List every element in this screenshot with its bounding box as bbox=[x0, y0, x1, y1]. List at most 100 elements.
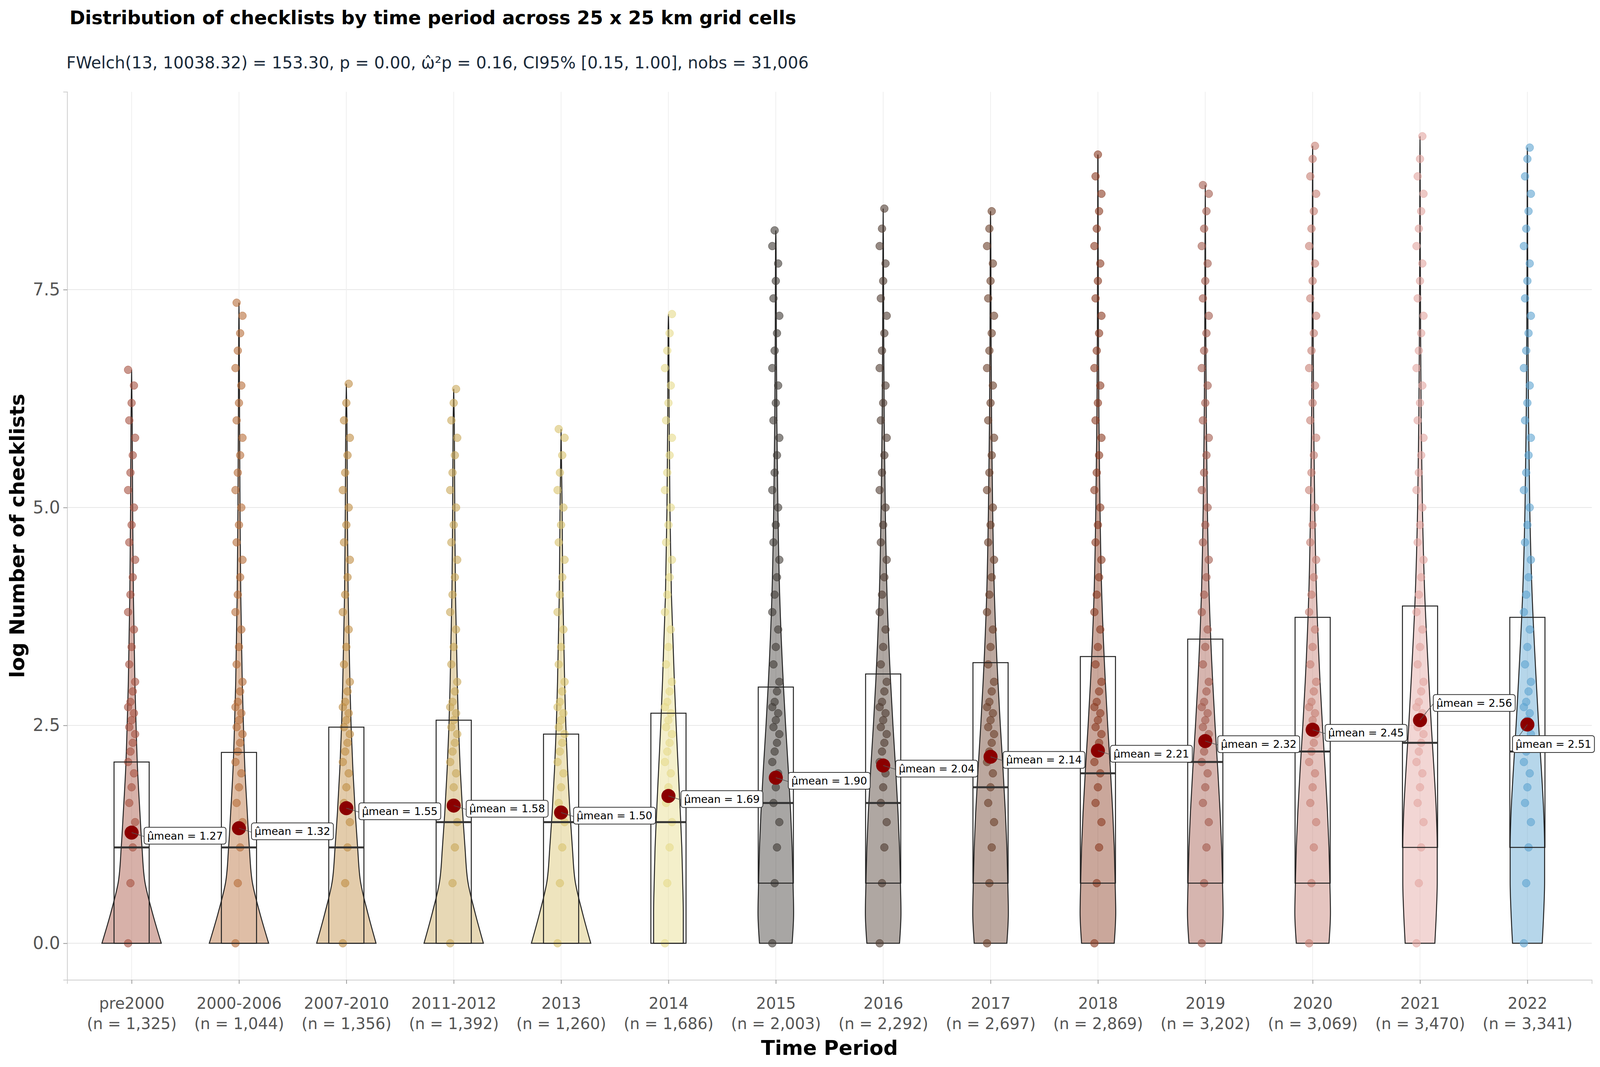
point bbox=[1416, 155, 1424, 163]
box bbox=[865, 673, 901, 883]
point bbox=[559, 625, 568, 634]
point bbox=[768, 485, 777, 494]
point bbox=[987, 843, 996, 852]
point bbox=[769, 416, 778, 425]
point bbox=[557, 521, 565, 529]
point bbox=[448, 468, 457, 477]
point bbox=[1200, 697, 1209, 706]
violin bbox=[1510, 147, 1545, 944]
point bbox=[342, 783, 351, 792]
point bbox=[768, 939, 777, 947]
point bbox=[451, 625, 460, 634]
x-tick-mark bbox=[1097, 979, 1099, 984]
point bbox=[1094, 642, 1102, 651]
point bbox=[985, 346, 994, 355]
point bbox=[559, 769, 568, 777]
mean-label-text: μ̂mean = 2.14 bbox=[1006, 753, 1083, 766]
category-group bbox=[531, 425, 591, 947]
median bbox=[973, 786, 1009, 789]
point bbox=[1307, 590, 1316, 599]
mean-label: μ̂mean = 1.58 bbox=[453, 800, 549, 817]
point bbox=[1310, 625, 1319, 634]
point bbox=[1412, 242, 1421, 250]
point bbox=[236, 451, 245, 459]
point bbox=[1526, 555, 1535, 564]
x-tick: 2011-2012(n = 1,392) bbox=[408, 979, 499, 1033]
grid-line-y bbox=[67, 942, 1592, 944]
violin bbox=[653, 314, 684, 944]
point bbox=[1205, 311, 1213, 320]
point bbox=[1521, 798, 1529, 807]
point bbox=[881, 625, 890, 634]
point bbox=[1419, 677, 1428, 686]
point bbox=[341, 697, 350, 706]
point bbox=[448, 878, 457, 887]
point bbox=[1309, 451, 1318, 459]
point bbox=[1203, 625, 1212, 634]
point bbox=[1521, 294, 1529, 303]
point bbox=[131, 433, 140, 442]
subtitle: FWelch(13, 10038.32) = 153.30, p = 0.00,… bbox=[66, 53, 809, 73]
point bbox=[664, 521, 673, 529]
point bbox=[1413, 798, 1422, 807]
point bbox=[880, 573, 889, 581]
box bbox=[328, 726, 365, 943]
point bbox=[1522, 590, 1531, 599]
point bbox=[447, 416, 456, 425]
point bbox=[342, 521, 351, 529]
point bbox=[1199, 723, 1208, 731]
point bbox=[1201, 276, 1210, 285]
point bbox=[557, 642, 565, 651]
point bbox=[1308, 398, 1317, 407]
y-tick-mark bbox=[63, 289, 68, 291]
point bbox=[344, 708, 353, 717]
point bbox=[1310, 259, 1319, 268]
point bbox=[1091, 798, 1100, 807]
point bbox=[237, 625, 246, 634]
point bbox=[875, 485, 884, 494]
point bbox=[984, 660, 993, 669]
point bbox=[449, 521, 458, 529]
point bbox=[1524, 687, 1533, 696]
point bbox=[880, 843, 889, 852]
point bbox=[989, 381, 997, 390]
point bbox=[231, 757, 240, 766]
point bbox=[1200, 747, 1209, 756]
point bbox=[1305, 939, 1313, 947]
point bbox=[1202, 207, 1211, 216]
box bbox=[973, 662, 1009, 883]
point bbox=[1092, 346, 1101, 355]
point bbox=[236, 738, 245, 747]
mean-label: μ̂mean = 2.21 bbox=[1098, 745, 1193, 763]
mean-label: μ̂mean = 1.27 bbox=[131, 827, 227, 845]
y-tick: 5.0 bbox=[32, 497, 68, 518]
mean-label-box bbox=[466, 800, 549, 817]
point bbox=[125, 723, 134, 731]
category-group bbox=[1509, 143, 1545, 948]
category-name: 2014 bbox=[648, 994, 689, 1013]
point bbox=[1308, 783, 1317, 792]
point bbox=[1096, 625, 1105, 634]
point bbox=[232, 660, 241, 669]
point bbox=[1525, 143, 1534, 152]
x-tick-label: 2000-2006(n = 1,044) bbox=[194, 994, 284, 1033]
point bbox=[238, 677, 247, 686]
point bbox=[1198, 242, 1206, 250]
point bbox=[126, 468, 135, 477]
category-group bbox=[101, 366, 162, 948]
point bbox=[663, 590, 672, 599]
x-axis-line bbox=[67, 980, 1593, 984]
point bbox=[1095, 687, 1104, 696]
point bbox=[771, 642, 780, 651]
point bbox=[554, 425, 563, 433]
x-tick: 2022(n = 3,341) bbox=[1482, 979, 1573, 1033]
point bbox=[558, 573, 567, 581]
point bbox=[1090, 608, 1099, 617]
point bbox=[1526, 433, 1535, 442]
point bbox=[986, 398, 995, 407]
point bbox=[558, 687, 567, 696]
point bbox=[1094, 150, 1102, 159]
point bbox=[1526, 817, 1535, 826]
point bbox=[1097, 555, 1106, 564]
point bbox=[1199, 538, 1208, 547]
